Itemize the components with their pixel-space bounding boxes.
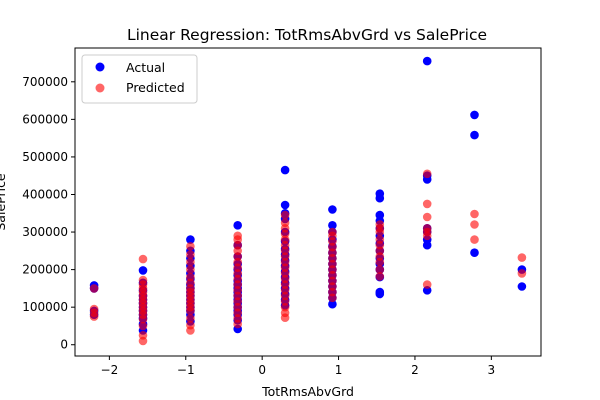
x-tick-label: 0: [258, 363, 266, 377]
predicted-point: [186, 265, 195, 274]
y-tick-label: 600000: [22, 112, 68, 126]
y-tick-label: 200000: [22, 263, 68, 277]
x-axis: −2 −1 0 1 2 3: [101, 356, 496, 377]
predicted-point: [186, 326, 195, 335]
x-tick-label: −2: [101, 363, 119, 377]
actual-point: [186, 235, 195, 244]
legend-marker-actual: [95, 62, 105, 72]
predicted-point: [375, 272, 385, 281]
y-axis: 0 100000 200000 300000 400000 500000 600000 700…: [22, 75, 75, 352]
actual-point: [470, 248, 479, 257]
y-tick-label: 100000: [22, 300, 68, 314]
actual-point: [422, 56, 432, 66]
predicted-point: [517, 253, 527, 262]
predicted-point: [375, 227, 385, 237]
predicted-point: [186, 242, 195, 251]
predicted-point: [422, 231, 432, 241]
predicted-point: [422, 199, 432, 209]
actual-point: [422, 240, 432, 250]
predicted-point: [517, 269, 527, 278]
x-axis-label: TotRmsAbvGrd: [261, 384, 354, 399]
actual-point: [375, 193, 385, 203]
actual-point: [470, 130, 479, 140]
actual-point: [375, 289, 385, 299]
predicted-point: [375, 265, 385, 274]
predicted-point: [280, 313, 290, 323]
predicted-point: [138, 314, 148, 324]
actual-point: [328, 299, 337, 309]
predicted-point: [186, 306, 195, 316]
predicted-point: [375, 257, 385, 267]
actual-point: [517, 282, 527, 291]
predicted-point: [280, 210, 290, 220]
predicted-point: [138, 321, 148, 331]
legend-marker-predicted: [95, 83, 105, 93]
actual-point: [328, 205, 337, 214]
x-tick-label: 2: [411, 363, 419, 377]
predicted-point: [138, 336, 148, 346]
legend-label-predicted: Predicted: [126, 80, 185, 95]
predicted-point: [422, 280, 432, 289]
legend-label-actual: Actual: [126, 60, 165, 75]
predicted-point: [328, 293, 337, 303]
predicted-point: [186, 250, 195, 259]
predicted-point: [89, 284, 99, 293]
actual-point: [280, 200, 290, 210]
predicted-point: [138, 254, 148, 264]
series-predicted: [89, 169, 527, 346]
x-tick-label: −1: [177, 363, 195, 377]
predicted-point: [422, 212, 432, 222]
y-tick-label: 700000: [22, 75, 68, 89]
plot-area: [89, 56, 527, 346]
legend: Actual Predicted: [81, 54, 198, 104]
predicted-point: [89, 312, 99, 321]
x-tick-label: 1: [335, 363, 343, 377]
predicted-point: [470, 209, 479, 219]
y-tick-label: 0: [60, 338, 68, 352]
legend-box: [81, 54, 198, 104]
predicted-point: [422, 169, 432, 179]
actual-point: [280, 165, 290, 175]
y-tick-label: 500000: [22, 150, 68, 164]
actual-point: [328, 221, 337, 230]
actual-point: [138, 266, 148, 275]
chart-title: Linear Regression: TotRmsAbvGrd vs SaleP…: [127, 26, 487, 44]
predicted-point: [186, 314, 195, 323]
plot-frame: [74, 47, 542, 357]
y-axis-label: SalePrice: [0, 173, 8, 231]
predicted-point: [470, 235, 479, 244]
predicted-point: [470, 220, 479, 229]
actual-point: [470, 110, 479, 120]
y-tick-label: 300000: [22, 225, 68, 239]
actual-point: [233, 221, 242, 230]
predicted-point: [186, 257, 195, 267]
predicted-point: [233, 319, 242, 329]
y-tick-label: 400000: [22, 187, 68, 201]
x-tick-label: 3: [488, 363, 496, 377]
